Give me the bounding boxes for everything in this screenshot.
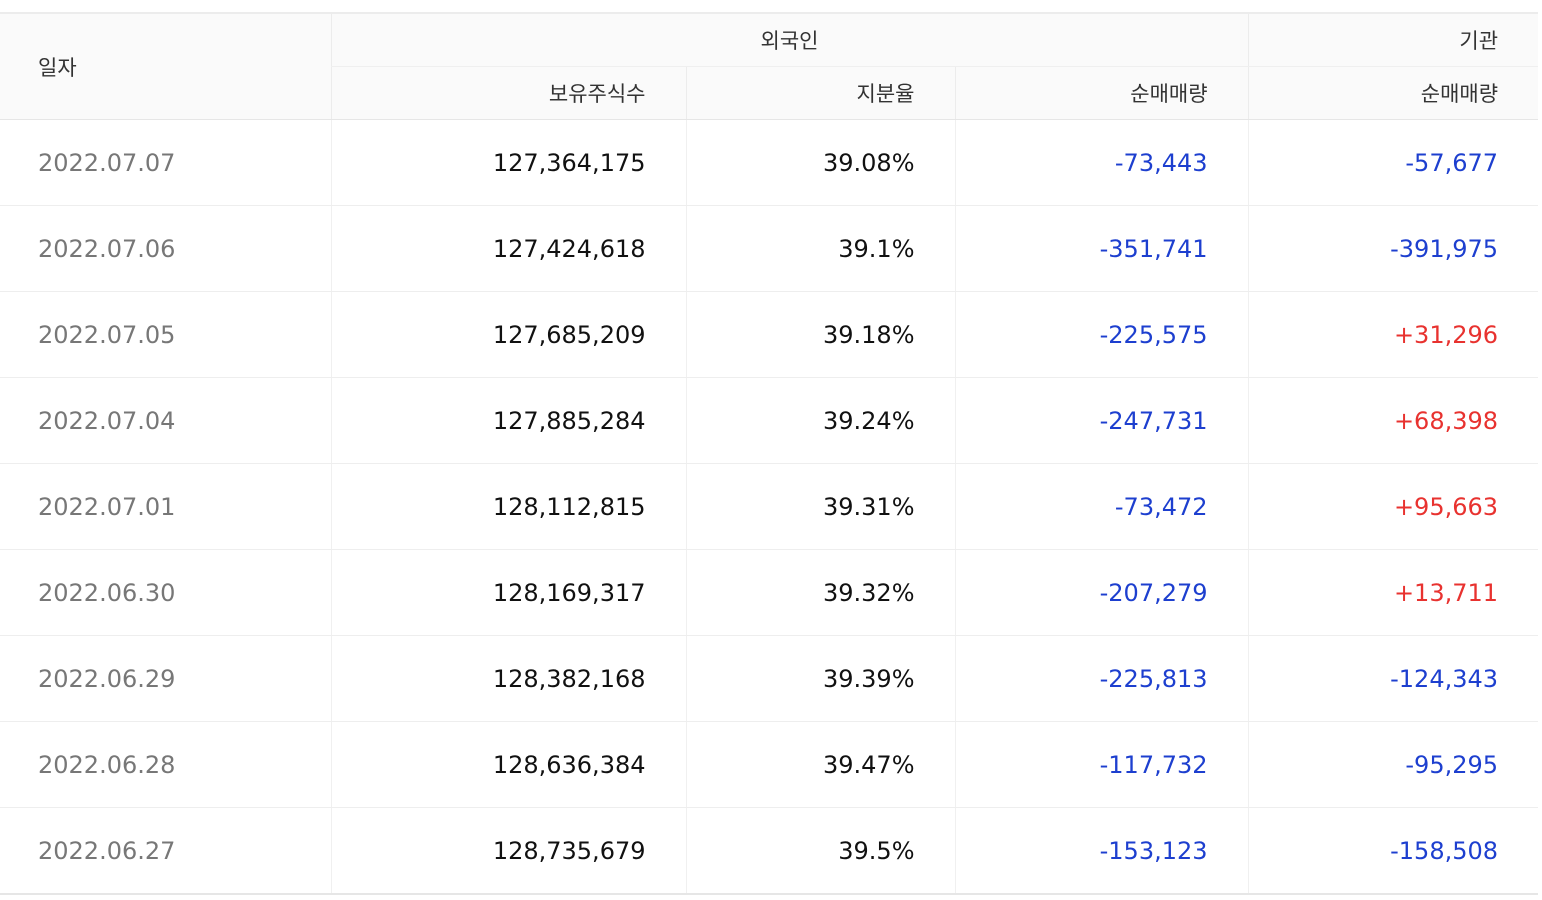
table-row: 2022.06.28 128,636,384 39.47% -117,732 -… xyxy=(0,721,1539,808)
table-row: 2022.07.05 127,685,209 39.18% -225,575 +… xyxy=(0,291,1539,378)
date-cell: 2022.06.30 xyxy=(0,549,331,636)
foreign-net-cell: -207,279 xyxy=(954,549,1249,636)
institution-net-cell: +95,663 xyxy=(1247,463,1539,550)
ratio-cell: 39.18% xyxy=(685,291,955,378)
holdings-cell: 127,885,284 xyxy=(330,377,686,464)
institution-net-cell: +31,296 xyxy=(1247,291,1539,378)
holdings-column-header: 보유주식수 xyxy=(330,66,686,120)
investor-trading-table-container: 일자 외국인 기관 보유주식수 지분율 순매매량 순매매량 2022.07.07… xyxy=(0,12,1539,895)
institution-net-cell: -158,508 xyxy=(1247,807,1539,895)
institution-net-cell: -124,343 xyxy=(1247,635,1539,722)
table-row: 2022.07.04 127,885,284 39.24% -247,731 +… xyxy=(0,377,1539,464)
date-cell: 2022.07.06 xyxy=(0,205,331,292)
holdings-cell: 127,685,209 xyxy=(330,291,686,378)
ratio-cell: 39.5% xyxy=(685,807,955,895)
date-cell: 2022.07.01 xyxy=(0,463,331,550)
investor-trading-table: 일자 외국인 기관 보유주식수 지분율 순매매량 순매매량 2022.07.07… xyxy=(0,12,1539,895)
institution-net-cell: +68,398 xyxy=(1247,377,1539,464)
foreign-net-cell: -73,472 xyxy=(954,463,1249,550)
foreign-group-header: 외국인 xyxy=(330,12,1249,67)
institution-net-cell: +13,711 xyxy=(1247,549,1539,636)
ratio-cell: 39.08% xyxy=(685,119,955,206)
table-row: 2022.06.27 128,735,679 39.5% -153,123 -1… xyxy=(0,807,1539,895)
header-row-columns: 보유주식수 지분율 순매매량 순매매량 xyxy=(0,66,1539,120)
date-cell: 2022.07.05 xyxy=(0,291,331,378)
ratio-cell: 39.47% xyxy=(685,721,955,808)
foreign-net-cell: -225,813 xyxy=(954,635,1249,722)
institution-net-cell: -57,677 xyxy=(1247,119,1539,206)
ratio-cell: 39.1% xyxy=(685,205,955,292)
table-row: 2022.06.30 128,169,317 39.32% -207,279 +… xyxy=(0,549,1539,636)
ratio-cell: 39.32% xyxy=(685,549,955,636)
table-row: 2022.07.01 128,112,815 39.31% -73,472 +9… xyxy=(0,463,1539,550)
institution-net-cell: -391,975 xyxy=(1247,205,1539,292)
date-cell: 2022.06.27 xyxy=(0,807,331,895)
table-row: 2022.07.07 127,364,175 39.08% -73,443 -5… xyxy=(0,119,1539,206)
table-row: 2022.07.06 127,424,618 39.1% -351,741 -3… xyxy=(0,205,1539,292)
ratio-cell: 39.31% xyxy=(685,463,955,550)
institution-net-cell: -95,295 xyxy=(1247,721,1539,808)
ratio-cell: 39.39% xyxy=(685,635,955,722)
date-cell: 2022.06.29 xyxy=(0,635,331,722)
foreign-net-cell: -225,575 xyxy=(954,291,1249,378)
institution-net-column-header: 순매매량 xyxy=(1247,66,1539,120)
date-cell: 2022.07.04 xyxy=(0,377,331,464)
holdings-cell: 128,735,679 xyxy=(330,807,686,895)
date-cell: 2022.07.07 xyxy=(0,119,331,206)
foreign-net-column-header: 순매매량 xyxy=(954,66,1249,120)
foreign-net-cell: -351,741 xyxy=(954,205,1249,292)
header-row-group: 일자 외국인 기관 xyxy=(0,12,1539,120)
holdings-cell: 128,636,384 xyxy=(330,721,686,808)
holdings-cell: 127,424,618 xyxy=(330,205,686,292)
foreign-net-cell: -117,732 xyxy=(954,721,1249,808)
ratio-cell: 39.24% xyxy=(685,377,955,464)
date-cell: 2022.06.28 xyxy=(0,721,331,808)
table-body: 2022.07.07 127,364,175 39.08% -73,443 -5… xyxy=(0,119,1539,895)
foreign-net-cell: -247,731 xyxy=(954,377,1249,464)
date-column-header: 일자 xyxy=(0,12,331,120)
ratio-column-header: 지분율 xyxy=(685,66,955,120)
institution-group-header: 기관 xyxy=(1247,12,1539,67)
foreign-net-cell: -153,123 xyxy=(954,807,1249,895)
foreign-net-cell: -73,443 xyxy=(954,119,1249,206)
holdings-cell: 127,364,175 xyxy=(330,119,686,206)
holdings-cell: 128,382,168 xyxy=(330,635,686,722)
table-header: 일자 외국인 기관 보유주식수 지분율 순매매량 순매매량 xyxy=(0,12,1539,120)
holdings-cell: 128,169,317 xyxy=(330,549,686,636)
holdings-cell: 128,112,815 xyxy=(330,463,686,550)
table-row: 2022.06.29 128,382,168 39.39% -225,813 -… xyxy=(0,635,1539,722)
